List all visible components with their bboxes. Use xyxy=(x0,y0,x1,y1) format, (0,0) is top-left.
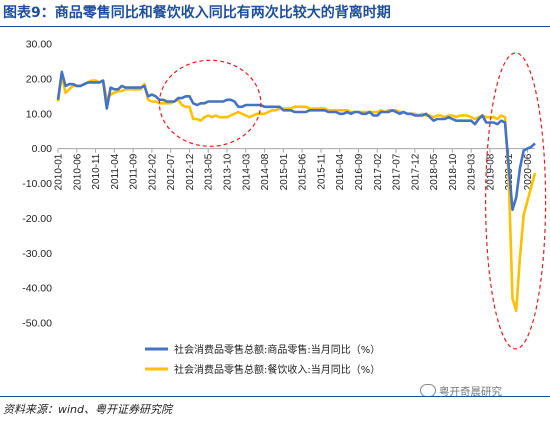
x-tick-label: 2018-10 xyxy=(448,153,459,190)
x-tick-label: 2018-05 xyxy=(429,153,440,190)
x-tick-label: 2013-10 xyxy=(223,153,234,190)
x-tick-label: 2019-08 xyxy=(485,153,496,190)
x-tick-label: 2012-02 xyxy=(147,153,158,190)
x-tick-label: 2012-12 xyxy=(185,153,196,190)
x-tick-label: 2020-06 xyxy=(523,153,534,190)
annotation-layer xyxy=(158,52,547,350)
series-line-2 xyxy=(56,74,537,313)
x-tick-label: 2019-03 xyxy=(467,153,478,190)
x-tick-label: 2011-04 xyxy=(110,153,121,189)
y-tick-label: 0.00 xyxy=(32,143,53,155)
y-tick-label: 30.00 xyxy=(26,39,52,51)
x-tick-label: 2015-01 xyxy=(279,153,290,190)
y-tick-label: -50.00 xyxy=(22,318,52,330)
series-layer xyxy=(56,70,537,313)
y-tick-label: 10.00 xyxy=(26,108,52,120)
x-tick-label: 2017-12 xyxy=(410,153,421,190)
x-tick-label: 2016-09 xyxy=(354,153,365,190)
series-line-1 xyxy=(56,70,536,211)
x-tick-label: 2017-02 xyxy=(373,153,384,190)
x-tick-label: 2012-07 xyxy=(166,153,177,190)
x-tick-label: 2015-11 xyxy=(316,153,327,189)
x-tick-label: 2010-01 xyxy=(54,153,65,190)
title-bar: 图表9：商品零售同比和餐饮收入同比有两次比较大的背离时期 xyxy=(0,0,550,27)
annotation-ellipse-divergence-1 xyxy=(158,59,262,147)
chart-title: 图表9：商品零售同比和餐饮收入同比有两次比较大的背离时期 xyxy=(3,5,391,21)
annotation-ellipse-divergence-2 xyxy=(484,52,547,350)
watermark-text: 粤开奇晨研究 xyxy=(439,386,502,398)
line-chart: 30.00 20.00 10.00 0.00 -10.00 -20.00 -30.00 -40… xyxy=(22,39,547,376)
x-tick-label: 2014-08 xyxy=(260,153,271,190)
legend-label-1: 社会消费品零售总额:商品零售:当月同比（%） xyxy=(174,343,380,356)
y-tick-label: -40.00 xyxy=(22,283,52,295)
y-tick-label: -10.00 xyxy=(22,178,52,190)
y-tick-label: 20.00 xyxy=(26,73,52,85)
x-tick-label: 2010-06 xyxy=(72,153,83,190)
y-tick-label: -20.00 xyxy=(22,213,52,225)
x-tick-label: 2017-07 xyxy=(392,153,403,190)
y-tick-label: -30.00 xyxy=(22,248,52,260)
x-tick-label: 2013-05 xyxy=(204,153,215,190)
x-tick-label: 2014-03 xyxy=(241,153,252,190)
x-tick-label: 2015-06 xyxy=(298,153,309,190)
x-tick-label: 2010-11 xyxy=(91,153,102,189)
x-tick-label: 2011-09 xyxy=(129,153,140,189)
x-tick-label: 2016-04 xyxy=(335,153,346,190)
source-note: 资料来源：wind、粤开证券研究院 xyxy=(3,403,173,416)
y-axis: 30.00 20.00 10.00 0.00 -10.00 -20.00 -30.00 -40… xyxy=(22,39,52,330)
x-axis: 2010-01 2010-06 2010-11 2011-04 2011-09 2012-… xyxy=(54,148,535,190)
source-divider xyxy=(0,396,550,397)
legend: 社会消费品零售总额:商品零售:当月同比（%） 社会消费品零售总额:餐饮收入:当月同… xyxy=(145,343,380,376)
legend-label-2: 社会消费品零售总额:餐饮收入:当月同比（%） xyxy=(174,363,380,376)
